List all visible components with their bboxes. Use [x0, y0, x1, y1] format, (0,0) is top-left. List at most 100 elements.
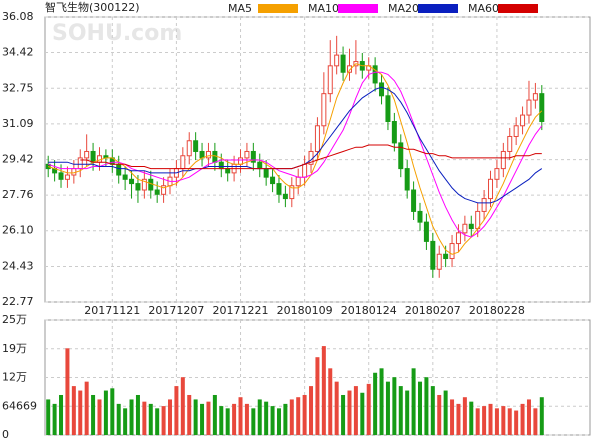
volume-tick-label: 19万 [2, 342, 27, 355]
y-tick-label: 31.09 [2, 117, 34, 130]
candle-body [218, 161, 224, 170]
candle-body [193, 140, 199, 152]
candle-body [430, 240, 436, 270]
volume-bar [360, 392, 365, 435]
candle-body [250, 150, 256, 163]
candle-body [141, 178, 147, 191]
candle-body [346, 65, 352, 73]
candle-body [96, 155, 102, 163]
ma-line [80, 144, 542, 170]
volume-bar [52, 403, 57, 435]
volume-bar [405, 390, 410, 435]
legend-swatch [258, 4, 298, 13]
x-tick-label: 20180207 [405, 304, 461, 317]
volume-bar [315, 357, 320, 435]
volume-bar [328, 368, 333, 435]
candle-body [135, 183, 141, 191]
volume-bar [78, 390, 83, 435]
candle-body [64, 174, 70, 180]
volume-bar [116, 403, 121, 435]
volume-bar [501, 406, 506, 435]
candle-body [161, 185, 167, 195]
volume-bar [385, 381, 390, 435]
volume-bar [276, 408, 281, 435]
candle-body [526, 99, 532, 116]
volume-bar [219, 406, 224, 435]
candle-body [488, 178, 494, 200]
volume-bar [373, 372, 378, 435]
volume-bar [302, 394, 307, 435]
candle-body [327, 65, 333, 95]
volume-bar [264, 401, 269, 435]
candle-body [276, 183, 282, 195]
y-tick-label: 26.10 [2, 224, 34, 237]
volume-bar [533, 408, 538, 435]
volume-bar [225, 408, 230, 435]
candle-body [494, 168, 500, 180]
candle-body [154, 189, 160, 195]
y-tick-label: 29.42 [2, 153, 34, 166]
volume-bar [443, 390, 448, 435]
volume-bar [155, 408, 160, 435]
volume-bar [71, 386, 76, 435]
volume-bar [494, 408, 499, 435]
volume-bar [148, 403, 153, 435]
volume-bar [398, 386, 403, 435]
candle-body [71, 168, 77, 176]
candle-body [436, 253, 442, 270]
volume-bar [456, 403, 461, 435]
candle-body [90, 150, 96, 163]
x-tick-label: 20171207 [148, 304, 204, 317]
volume-bar [142, 401, 147, 435]
volume-bar [65, 348, 70, 435]
y-tick-label: 22.77 [2, 295, 34, 308]
candle-body [404, 168, 410, 191]
candle-body [84, 150, 90, 159]
volume-bar [135, 394, 140, 435]
volume-bar [200, 403, 205, 435]
volume-bar [59, 394, 64, 435]
candle-body [263, 168, 269, 178]
candle-body [58, 172, 64, 180]
x-tick-label: 20180109 [277, 304, 333, 317]
candle-body [225, 168, 231, 174]
volume-bar [251, 408, 256, 435]
volume-bar [514, 410, 519, 435]
candle-body [212, 150, 218, 163]
candle-body [244, 150, 250, 159]
candle-body [289, 185, 295, 200]
legend-label: MA20 [388, 2, 419, 15]
ma-line [48, 86, 543, 204]
y-tick-label: 24.43 [2, 259, 34, 272]
legend-label: MA60 [468, 2, 499, 15]
volume-bar [366, 383, 371, 435]
volume-bar [488, 403, 493, 435]
legend-swatch [418, 4, 458, 13]
volume-bar [103, 390, 108, 435]
volume-bar [418, 381, 422, 435]
candle-body [148, 178, 154, 191]
candle-body [507, 135, 513, 152]
volume-bar [129, 399, 134, 435]
volume-bar [475, 408, 480, 435]
volume-bar [97, 399, 102, 435]
volume-bar [232, 403, 237, 435]
volume-bar [206, 401, 211, 435]
ma-line [48, 71, 543, 238]
y-tick-label: 32.75 [2, 81, 34, 94]
candle-body [116, 163, 122, 176]
ma-line [48, 63, 543, 255]
candle-body [443, 253, 449, 260]
volume-tick-label: 25万 [2, 313, 27, 326]
candle-body [186, 140, 192, 157]
candle-body [449, 243, 455, 260]
volume-bar [212, 394, 217, 435]
candle-body [205, 150, 211, 159]
volume-bar [91, 394, 96, 435]
volume-bar [244, 403, 249, 435]
candle-body [520, 114, 526, 127]
volume-tick-label: 0 [2, 428, 9, 440]
legend-label: MA5 [228, 2, 252, 15]
volume-bar [161, 406, 166, 435]
